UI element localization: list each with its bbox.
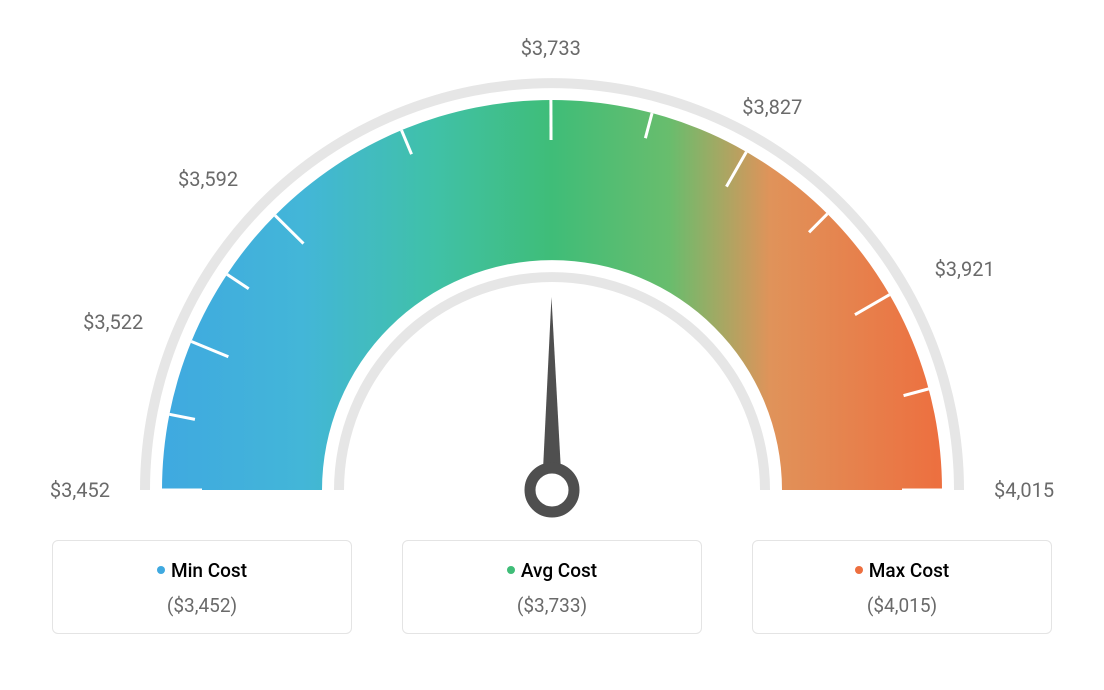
legend-card-avg: Avg Cost ($3,733) <box>402 540 702 634</box>
legend-dot-avg <box>507 566 515 574</box>
legend-label-max: Max Cost <box>869 559 949 582</box>
gauge-tick-label: $3,522 <box>83 310 143 334</box>
legend-label-avg: Avg Cost <box>521 559 597 582</box>
legend-card-max: Max Cost ($4,015) <box>752 540 1052 634</box>
gauge-tick-label: $3,921 <box>935 257 995 281</box>
legend-value-min: ($3,452) <box>63 594 341 617</box>
legend-label-min: Min Cost <box>171 559 247 582</box>
gauge-chart <box>102 30 1002 550</box>
gauge-tick-label: $3,827 <box>742 95 802 119</box>
legend-title-avg: Avg Cost <box>413 559 691 582</box>
legend-dot-max <box>855 566 863 574</box>
legend-value-avg: ($3,733) <box>413 594 691 617</box>
legend-title-min: Min Cost <box>63 559 341 582</box>
legend-dot-min <box>157 566 165 574</box>
chart-container: $3,452 $3,522 $3,592 $3,733 $3,827 $3,921 $4,0… <box>0 0 1104 690</box>
legend-title-max: Max Cost <box>763 559 1041 582</box>
legend-row: Min Cost ($3,452) Avg Cost ($3,733) Max … <box>0 540 1104 634</box>
legend-value-max: ($4,015) <box>763 594 1041 617</box>
gauge-area: $3,452 $3,522 $3,592 $3,733 $3,827 $3,921 $4,0… <box>0 0 1104 540</box>
gauge-tick-label: $3,733 <box>521 36 581 60</box>
legend-card-min: Min Cost ($3,452) <box>52 540 352 634</box>
gauge-tick-label: $3,592 <box>178 167 238 191</box>
gauge-tick-label: $4,015 <box>994 478 1054 502</box>
gauge-tick-label: $3,452 <box>50 478 110 502</box>
